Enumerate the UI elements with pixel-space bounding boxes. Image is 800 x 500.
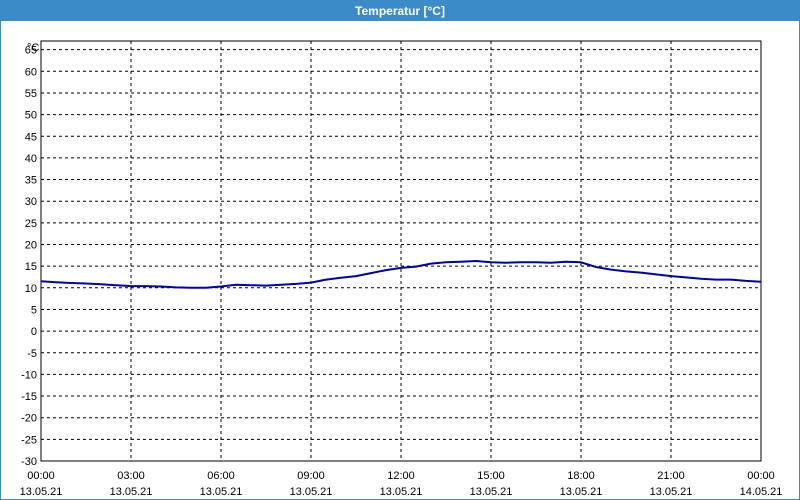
y-tick-label: -30 [21,456,37,468]
x-tick-time-label: 00:00 [27,470,55,482]
y-tick-label: 10 [25,283,37,295]
y-tick-label: 60 [25,66,37,78]
x-tick-time-label: 03:00 [117,470,145,482]
x-tick-labels: 00:00 13.05.21 03:00 13.05.21 06:00 13.05.21 0… [20,470,783,498]
y-tick-label: 20 [25,240,37,252]
y-tick-label: 55 [25,88,37,100]
x-tick-date-label: 13.05.21 [20,486,63,498]
x-tick-date-label: 13.05.21 [110,486,153,498]
x-tick-time-label: 12:00 [387,470,415,482]
y-tick-label: -5 [27,348,37,360]
x-tick-date-label: 13.05.21 [470,486,513,498]
y-tick-label: 0 [31,326,37,338]
y-tick-label: 15 [25,261,37,273]
x-tick-time-label: 21:00 [657,470,685,482]
x-tick-time-label: 09:00 [297,470,325,482]
x-tick-time-label: 06:00 [207,470,235,482]
y-tick-labels: -30 -25 -20 -15 -10 -5 0 5 10 15 20 25 30 35 40 45 50 55 6… [21,45,37,468]
x-tick-date-label: 13.05.21 [290,486,333,498]
y-tick-label: 30 [25,196,37,208]
y-tick-label: 50 [25,110,37,122]
y-tick-label: 35 [25,175,37,187]
grid-layer [41,41,761,461]
plot-area-border [40,40,762,462]
x-tick-time-label: 00:00 [747,470,775,482]
y-tick-label: 25 [25,218,37,230]
x-tick-time-label: 15:00 [477,470,505,482]
x-tick-date-label: 14.05.21 [740,486,783,498]
x-tick-date-label: 13.05.21 [650,486,693,498]
y-axis-unit-label: °C [27,42,39,54]
y-tick-label: 40 [25,153,37,165]
y-tick-label: -20 [21,413,37,425]
y-tick-label: 65 [25,45,37,57]
window-title: Temperatur [°C] [1,1,799,21]
x-tick-time-label: 18:00 [567,470,595,482]
x-tick-date-label: 13.05.21 [560,486,603,498]
y-tick-label: -25 [21,434,37,446]
y-tick-label: 5 [31,304,37,316]
temperature-series-line [40,260,762,289]
series-layer [40,260,762,289]
y-tick-label: 45 [25,131,37,143]
x-tick-date-label: 13.05.21 [200,486,243,498]
x-tick-date-label: 13.05.21 [380,486,423,498]
y-tick-label: -15 [21,391,37,403]
y-tick-label: -10 [21,369,37,381]
